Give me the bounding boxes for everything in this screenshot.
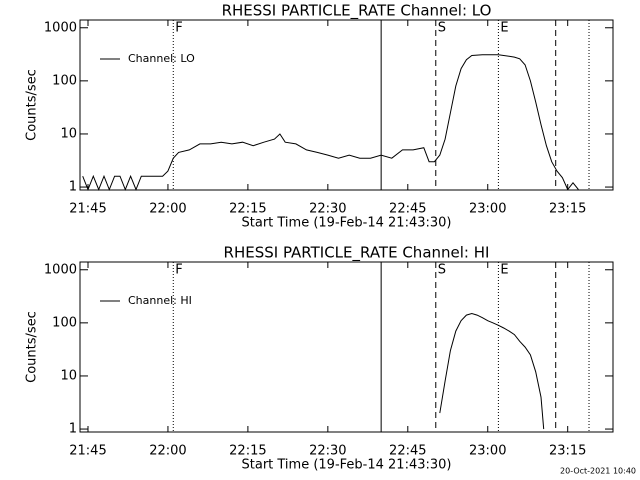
x-axis-label: Start Time (19-Feb-14 21:43:30) xyxy=(242,216,452,231)
legend-label: Channel: LO xyxy=(128,52,195,65)
x-tick-label: 22:15 xyxy=(229,202,266,217)
x-tick-label: 23:00 xyxy=(469,444,506,459)
y-tick-label: 100 xyxy=(52,315,77,330)
event-label: E xyxy=(500,21,508,36)
event-label: F xyxy=(175,21,182,36)
x-tick-label: 23:15 xyxy=(549,444,586,459)
y-tick-label: 1000 xyxy=(44,20,77,35)
event-label: S xyxy=(438,263,446,278)
x-tick-label: 22:00 xyxy=(149,444,186,459)
x-tick-label: 22:00 xyxy=(149,202,186,217)
x-tick-label: 21:45 xyxy=(69,444,106,459)
y-tick-label: 1000 xyxy=(44,262,77,277)
event-label: E xyxy=(500,263,508,278)
footer: 20-Oct-2021 10:40 xyxy=(560,467,636,476)
chart-title: RHESSI PARTICLE_RATE Channel: LO xyxy=(222,2,492,21)
data-line xyxy=(82,54,579,191)
x-tick-label: 22:45 xyxy=(389,444,426,459)
data-line xyxy=(439,312,545,430)
y-tick-label: 1 xyxy=(69,422,77,437)
y-axis-label: Counts/sec xyxy=(25,69,40,141)
x-tick-label: 21:45 xyxy=(69,202,106,217)
y-tick-label: 10 xyxy=(60,368,77,383)
plot-frame xyxy=(79,19,614,191)
y-axis-label: Counts/sec xyxy=(25,311,40,383)
x-tick-label: 22:15 xyxy=(229,444,266,459)
x-tick-label: 22:30 xyxy=(309,202,346,217)
x-tick-label: 23:15 xyxy=(549,202,586,217)
x-axis-label: Start Time (19-Feb-14 21:43:30) xyxy=(242,458,452,473)
chart-title: RHESSI PARTICLE_RATE Channel: HI xyxy=(224,244,490,263)
event-label: S xyxy=(438,21,446,36)
plot-frame xyxy=(79,261,614,433)
y-tick-label: 1 xyxy=(69,180,77,195)
x-tick-label: 22:30 xyxy=(309,444,346,459)
y-tick-label: 100 xyxy=(52,73,77,88)
event-label: F xyxy=(175,263,182,278)
x-tick-label: 23:00 xyxy=(469,202,506,217)
x-tick-label: 22:45 xyxy=(389,202,426,217)
y-tick-label: 10 xyxy=(60,126,77,141)
legend-label: Channel: HI xyxy=(128,294,192,307)
